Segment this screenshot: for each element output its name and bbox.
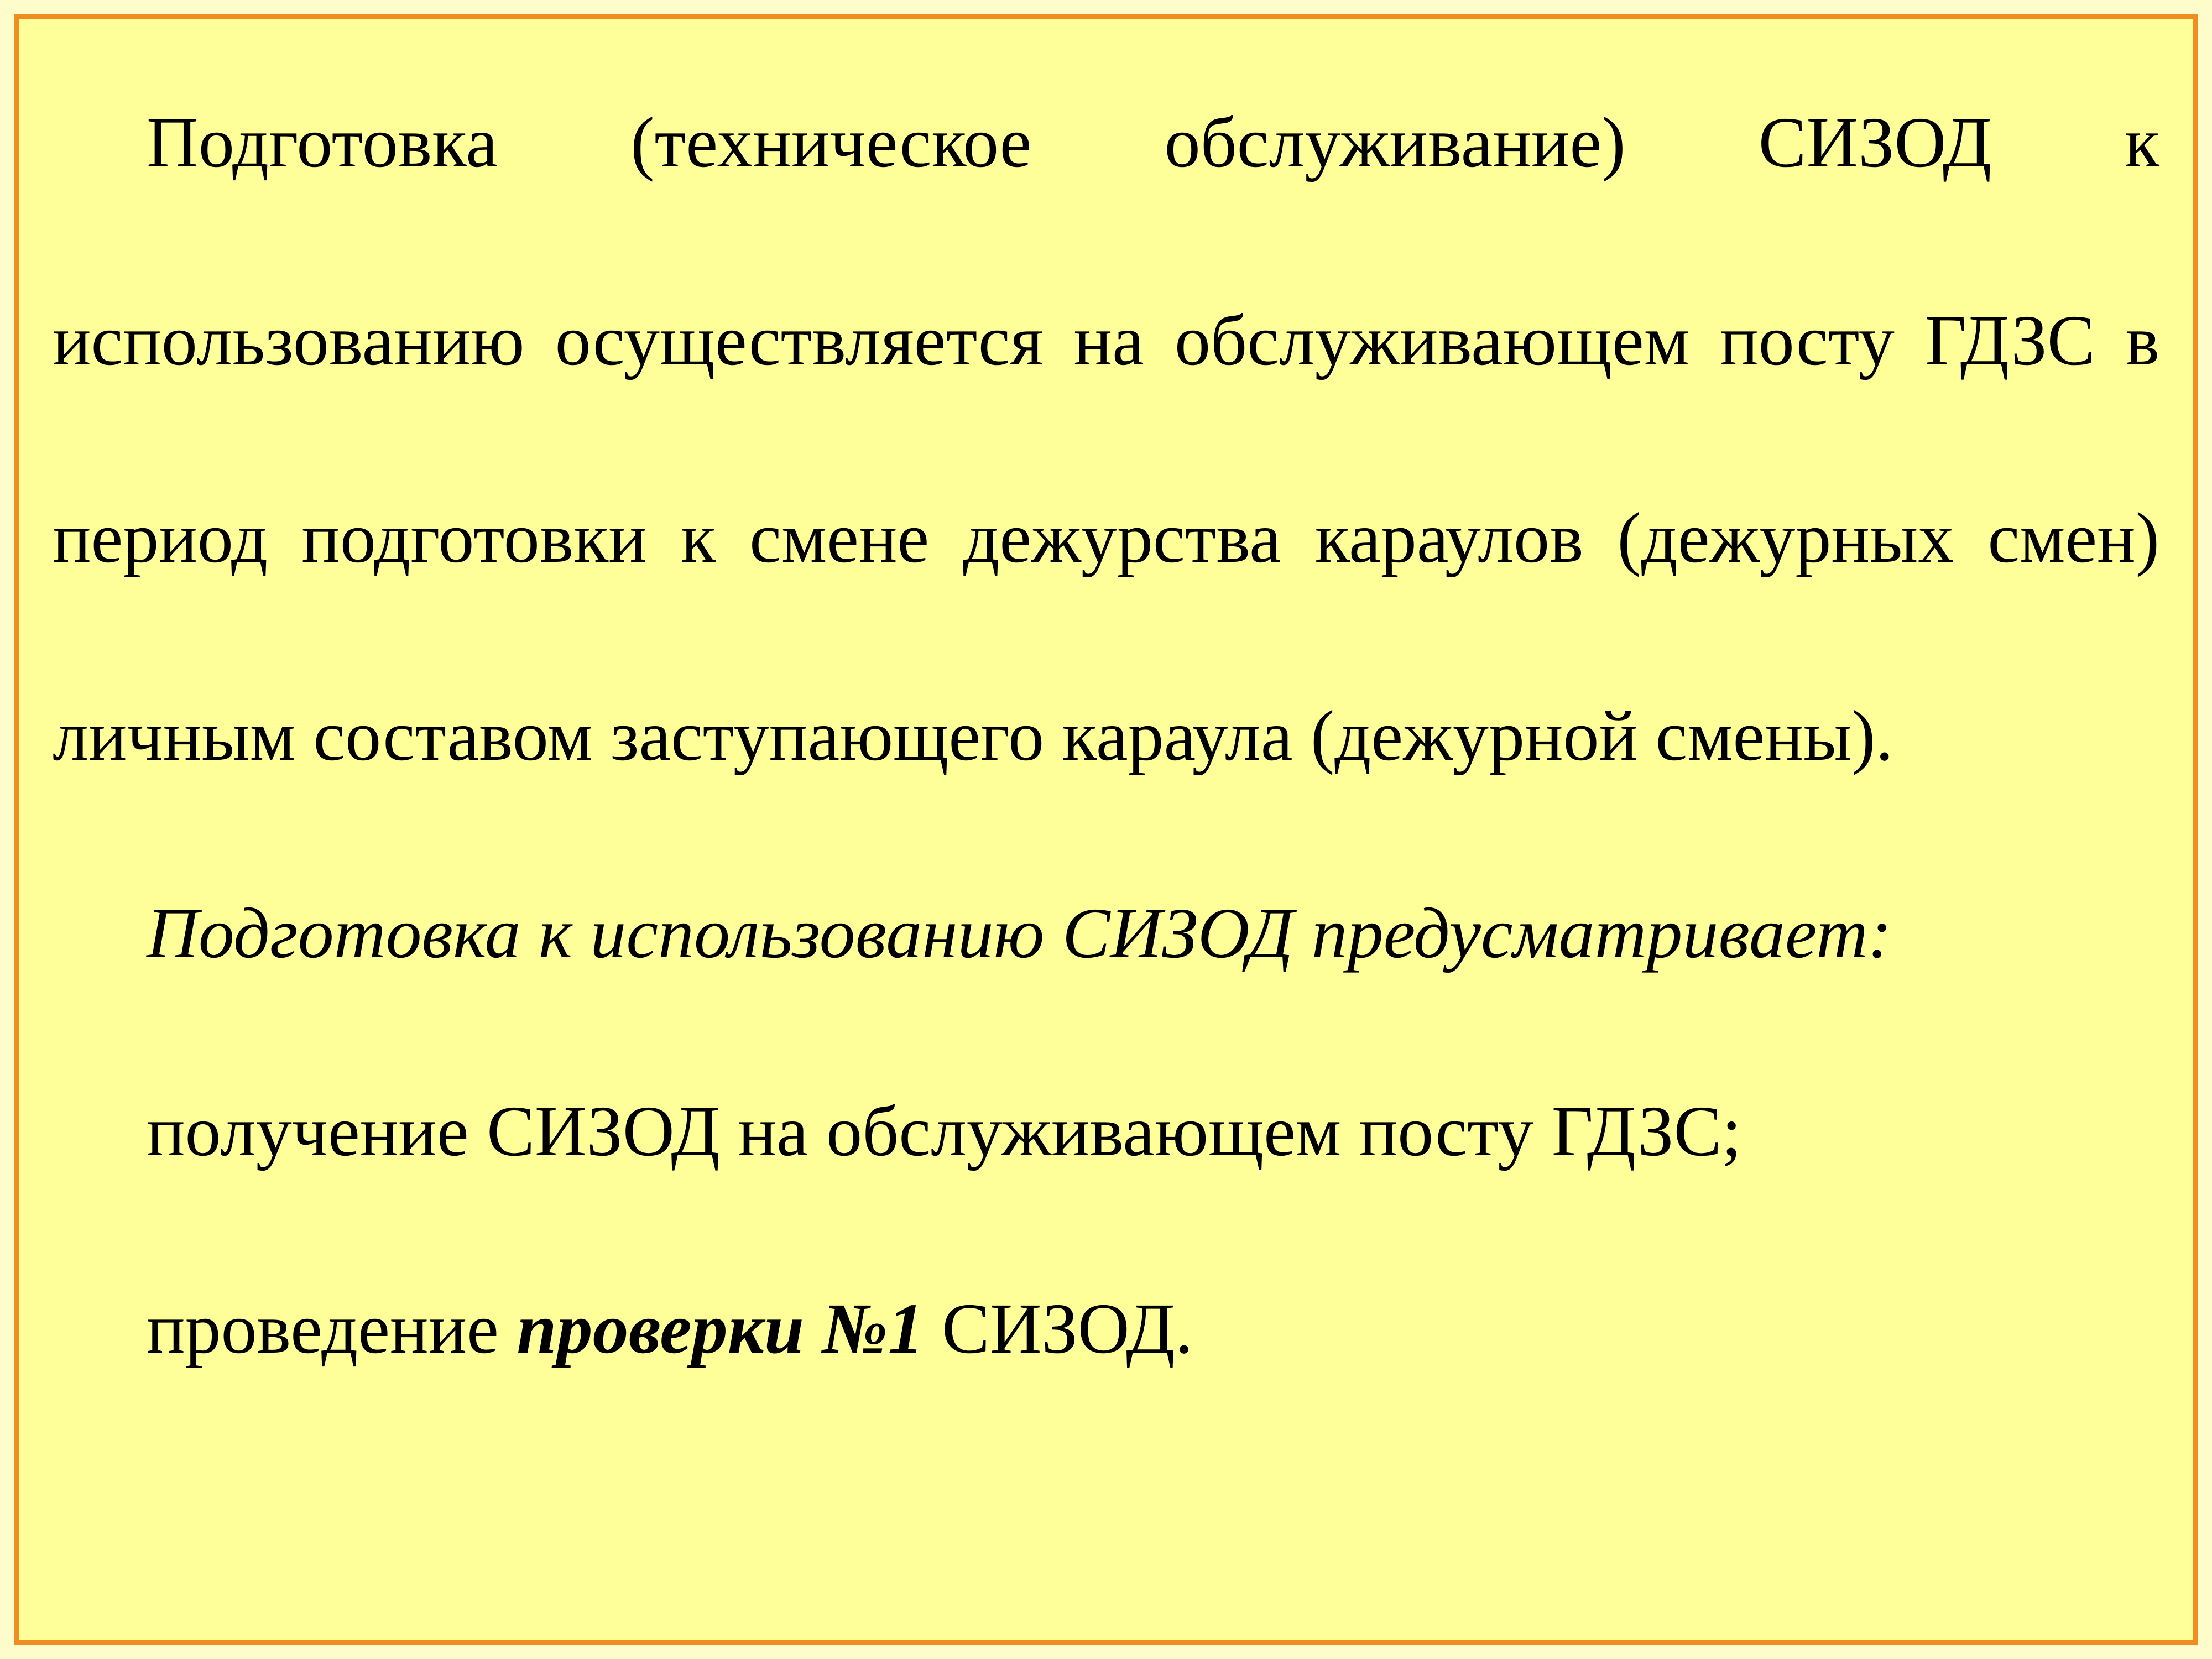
- paragraph-subtitle: Подготовка к использованию СИЗОД предусм…: [53, 835, 2159, 1033]
- item2-bold: проверки №1: [517, 1289, 924, 1369]
- paragraph-item-2: проведение проверки №1 СИЗОД.: [53, 1230, 2159, 1428]
- text-panel: Подготовка (техническое обслуживание) СИ…: [14, 14, 2198, 1645]
- slide: Подготовка (техническое обслуживание) СИ…: [0, 0, 2212, 1659]
- paragraph-main: Подготовка (техническое обслуживание) СИ…: [53, 44, 2159, 835]
- paragraph-item-1: получение СИЗОД на обслуживающем посту Г…: [53, 1033, 2159, 1231]
- item2-pre: проведение: [147, 1289, 517, 1369]
- item2-post: СИЗОД.: [924, 1289, 1193, 1369]
